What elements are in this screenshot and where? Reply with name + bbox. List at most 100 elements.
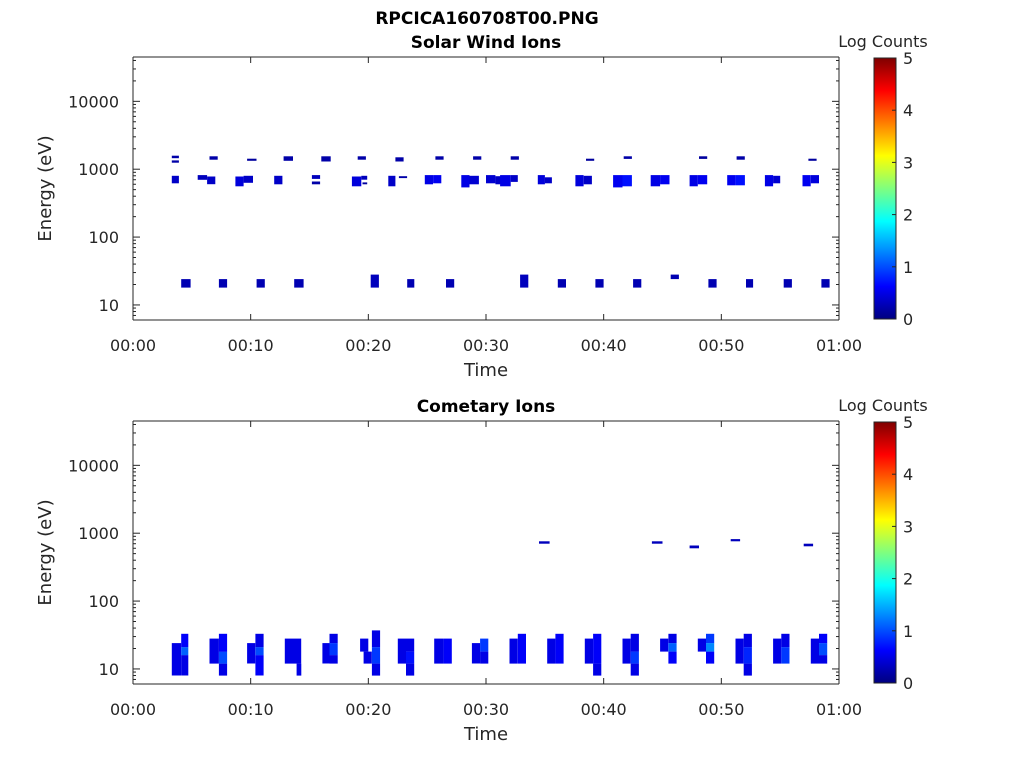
heatmap-cell [247, 158, 257, 161]
x-tick-label: 00:50 [698, 336, 744, 355]
heatmap-cell [406, 638, 415, 652]
heatmap-cell [284, 638, 293, 664]
heatmap-cell [660, 638, 669, 652]
heatmap-cell [509, 638, 518, 664]
heatmap-cell [510, 175, 518, 182]
heatmap-cell [735, 638, 744, 664]
y-tick-label: 10000 [68, 92, 119, 111]
heatmap-cell [808, 158, 817, 161]
x-tick-label: 00:50 [698, 700, 744, 719]
heatmap-cell [735, 175, 745, 186]
heatmap-cell [351, 176, 362, 187]
heatmap-cell [689, 545, 699, 549]
heatmap-cell [218, 279, 228, 288]
heatmap-cell [181, 647, 189, 656]
heatmap-cell [622, 175, 632, 187]
heatmap-cell [623, 156, 632, 159]
heatmap-cell [586, 158, 595, 161]
heatmap-cell [218, 633, 228, 652]
heatmap-cell [547, 638, 556, 664]
panel-title: Cometary Ions [417, 397, 556, 417]
heatmap-cell [283, 156, 293, 161]
heatmap-cell [446, 279, 455, 288]
heatmap-cell [613, 175, 623, 188]
x-tick-label: 00:00 [110, 700, 156, 719]
heatmap-cell [650, 175, 661, 187]
heatmap-cell [746, 279, 754, 288]
x-tick-label: 00:10 [228, 700, 274, 719]
heatmap-cell [255, 633, 264, 648]
heatmap-cell [821, 279, 830, 288]
heatmap-cell [435, 156, 444, 160]
heatmap-cell [803, 543, 814, 547]
heatmap-cell [651, 541, 663, 544]
heatmap-cell [209, 638, 219, 664]
heatmap-cell [361, 175, 368, 180]
heatmap-cell [555, 633, 564, 664]
colorbar-tick-label: 0 [903, 674, 913, 693]
colorbar-label: Log Counts [838, 396, 928, 415]
x-tick-label: 01:00 [816, 700, 862, 719]
heatmap-cell [311, 181, 321, 185]
heatmap-cell [706, 633, 715, 644]
heatmap-cell [209, 156, 218, 160]
heatmap-cell [668, 633, 677, 644]
heatmap-cell [357, 156, 366, 160]
colorbar-label: Log Counts [838, 32, 928, 51]
heatmap-cell [329, 643, 338, 656]
heatmap-cell [406, 651, 415, 664]
heatmap-cell [218, 651, 228, 664]
heatmap-cell [781, 647, 790, 664]
heatmap-cell [171, 643, 182, 676]
heatmap-cell [727, 175, 736, 186]
heatmap-cell [480, 638, 489, 652]
y-tick-label: 1000 [78, 524, 119, 543]
solar-wind-panel: Solar Wind Ions 00:00 00:10 00:20 00:30 00:40… [35, 32, 928, 381]
y-tick-label: 10 [99, 296, 119, 315]
x-tick-label: 00:10 [228, 336, 274, 355]
heatmap-cell [293, 638, 302, 664]
heatmap-cell [773, 175, 781, 184]
heatmap-cell [181, 633, 189, 648]
heatmap-cell [689, 175, 698, 187]
heatmap-cell [321, 156, 331, 162]
heatmap-cell [181, 655, 189, 676]
heatmap-cell [743, 663, 752, 676]
heatmap-cell [783, 279, 792, 288]
heatmap-cell [171, 155, 179, 159]
heatmap-cell [697, 638, 706, 652]
colorbar-tick-label: 1 [903, 622, 913, 641]
heatmap-cell [595, 279, 604, 288]
heatmap-cell [371, 663, 381, 676]
heatmap-cell [544, 177, 552, 184]
heatmap-cell [329, 633, 338, 644]
heatmap-cell [630, 651, 639, 664]
heatmap-cell [810, 638, 819, 664]
x-axis-label: Time [463, 724, 508, 745]
heatmap-cell [256, 279, 265, 288]
heatmap-cell [371, 630, 381, 648]
heatmap-cell [424, 175, 433, 185]
colorbar-tick-label: 5 [903, 413, 913, 432]
heatmap-cell [773, 638, 782, 664]
heatmap-cell [583, 175, 592, 185]
heatmap-cell [360, 638, 369, 652]
colorbar-tick-label: 2 [903, 570, 913, 589]
heatmap-cell [363, 651, 372, 664]
figure-title: RPCICA160708T00.PNG [375, 9, 598, 29]
heatmap-cell [480, 651, 489, 664]
x-tick-label: 00:20 [345, 700, 391, 719]
colorbar-tick-label: 0 [903, 310, 913, 329]
heatmap-cell [660, 175, 670, 185]
heatmap-cell [247, 643, 256, 664]
x-tick-label: 00:30 [463, 336, 509, 355]
heatmap-cell [434, 638, 444, 664]
heatmap-cell [622, 638, 631, 664]
heatmap-cell [802, 175, 811, 187]
y-axis-label: Energy (eV) [35, 499, 56, 605]
heatmap-cell [633, 279, 642, 288]
heatmap-cell [433, 175, 442, 184]
heatmap-cell [708, 279, 717, 288]
